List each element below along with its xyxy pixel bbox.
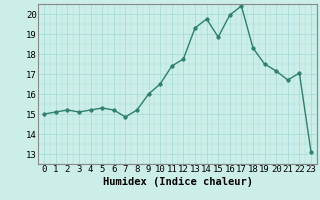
X-axis label: Humidex (Indice chaleur): Humidex (Indice chaleur): [103, 177, 252, 187]
